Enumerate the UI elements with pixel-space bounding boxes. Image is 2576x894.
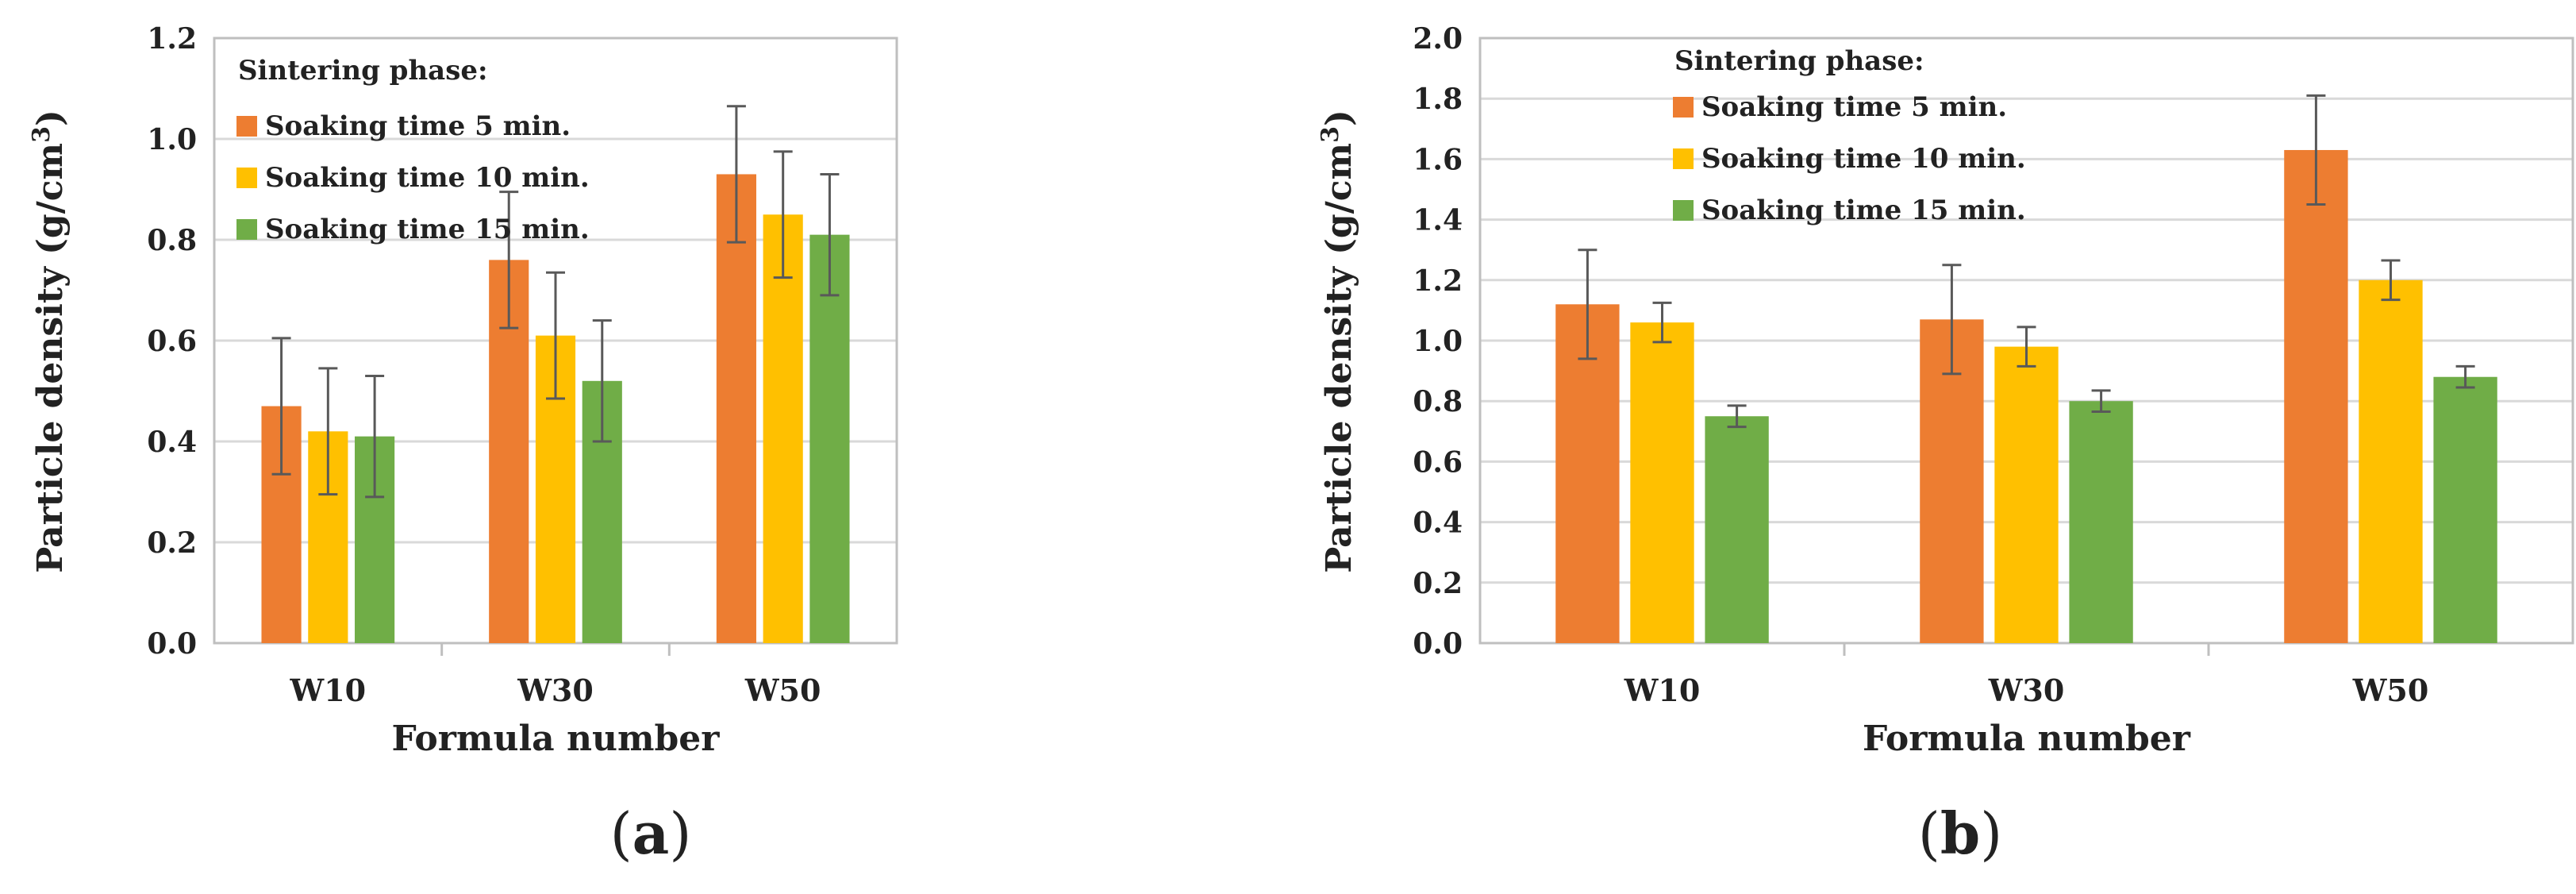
y-tick-label: 0.0: [1413, 627, 1463, 661]
y-tick-label: 2.0: [1413, 22, 1463, 56]
panel-label-close-paren: ): [1980, 800, 2002, 867]
bar: [809, 234, 850, 643]
panel-label: (a): [610, 800, 692, 867]
y-axis-title-text: Particle density (g/cm: [1319, 143, 1359, 573]
bar: [1630, 322, 1694, 643]
x-axis-title: Formula number: [392, 719, 721, 759]
x-tick-label: W10: [1624, 672, 1701, 708]
x-tick-label: W50: [744, 672, 821, 708]
bar: [2433, 376, 2497, 643]
panel-label-open-paren: (: [1918, 800, 1940, 867]
y-tick-label: 0.8: [147, 224, 197, 257]
legend-label: Soaking time 15 min.: [1701, 195, 2026, 226]
bar: [2359, 279, 2423, 643]
legend-swatch: [236, 219, 257, 240]
panel-label-letter: a: [632, 800, 670, 867]
bar: [763, 214, 803, 643]
y-axis-title: Particle density (g/cm3): [28, 110, 71, 573]
y-tick-label: 0.8: [1413, 385, 1463, 418]
y-axis-title-superscript: 3: [28, 126, 56, 143]
panel-label: (b): [1918, 800, 2003, 867]
x-tick-label: W30: [1988, 672, 2065, 708]
legend-swatch: [1673, 97, 1694, 118]
y-axis-title-superscript: 3: [1317, 126, 1344, 143]
panel-label-open-paren: (: [610, 800, 632, 867]
bar: [2284, 149, 2348, 644]
legend-label: Soaking time 10 min.: [265, 162, 590, 194]
bar: [1555, 304, 1620, 643]
legend-title: Sintering phase:: [1674, 45, 1924, 77]
chart-panel-a: 0.0 0.2 0.4 0.6 0.8 1.0 1.2 W10 W30 W50 Sintering …: [28, 22, 898, 867]
x-tick-label: W30: [517, 672, 594, 708]
chart-panel-b: 0.0 0.2 0.4 0.6 0.8 1.0 1.2 1.4 1.6 1.8 2.0 W10 W30 W…: [1317, 22, 2574, 867]
y-tick-label: 0.4: [1413, 507, 1463, 540]
legend-label: Soaking time 5 min.: [1701, 91, 2007, 123]
y-tick-label: 0.6: [1413, 445, 1463, 479]
x-tick-label: W50: [2352, 672, 2429, 708]
y-axis-title: Particle density (g/cm3): [1317, 110, 1359, 573]
y-tick-label: 0.4: [147, 426, 197, 459]
bar: [1994, 346, 2059, 643]
y-tick-label: 0.6: [147, 325, 197, 358]
panel-label-letter: b: [1940, 800, 1980, 867]
y-tick-label: 1.8: [1413, 83, 1463, 116]
panel-label-close-paren: ): [669, 800, 691, 867]
legend-label: Soaking time 10 min.: [1701, 143, 2026, 175]
legend-swatch: [236, 168, 257, 188]
legend-swatch: [236, 116, 257, 137]
y-tick-label: 1.2: [147, 22, 197, 56]
y-axis-title-text: Particle density (g/cm: [30, 143, 71, 573]
bar: [1705, 416, 1769, 643]
y-tick-label: 1.0: [147, 123, 197, 156]
y-tick-label: 0.2: [1413, 567, 1463, 600]
y-tick-label: 1.6: [1413, 143, 1463, 176]
legend-label: Soaking time 5 min.: [265, 110, 571, 142]
legend-label: Soaking time 15 min.: [265, 214, 590, 245]
y-tick-label: 1.4: [1413, 204, 1463, 237]
legend-swatch: [1673, 200, 1694, 221]
legend-title: Sintering phase:: [238, 55, 488, 87]
y-tick-label: 1.0: [1413, 325, 1463, 358]
y-axis-title-close: ): [30, 110, 71, 126]
legend-swatch: [1673, 148, 1694, 169]
y-tick-label: 1.2: [1413, 264, 1463, 298]
y-axis-title-close: ): [1319, 110, 1359, 126]
bar: [716, 174, 756, 643]
x-tick-label: W10: [290, 672, 367, 708]
y-tick-label: 0.2: [147, 526, 197, 560]
bar: [2069, 401, 2133, 643]
x-axis-title: Formula number: [1863, 719, 2191, 759]
y-tick-label: 0.0: [147, 627, 197, 661]
